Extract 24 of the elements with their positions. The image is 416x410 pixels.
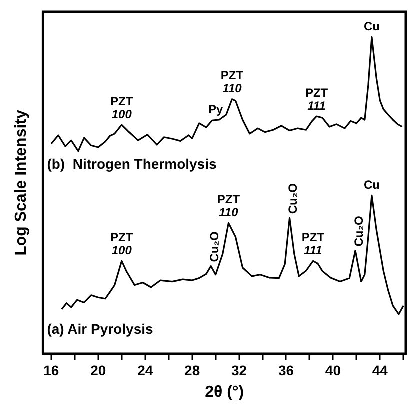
annotation: Cu — [364, 178, 380, 192]
annotation: Cu — [364, 20, 380, 34]
annotation: Cu₂O — [207, 232, 222, 262]
x-tick-label: 16 — [44, 362, 60, 378]
annotation: PZT 110 — [220, 68, 244, 96]
annotation: Py — [208, 102, 224, 116]
y-axis-title: Log Scale Intensity — [13, 110, 30, 256]
x-tick-label: 32 — [231, 362, 248, 378]
x-tick-label: 40 — [325, 362, 342, 378]
x-tick-label: 28 — [184, 362, 200, 378]
annotation: Cu₂O — [286, 183, 300, 214]
annotation: PZT 111 — [305, 86, 329, 113]
annotation: PZT 110 — [217, 192, 241, 220]
annotation: PZT 100 — [110, 94, 134, 122]
x-tick-label: 44 — [372, 362, 388, 378]
annotation: PZT 111 — [302, 230, 326, 258]
annotation: PZT 100 — [110, 230, 134, 258]
annotation: Cu₂O — [352, 216, 366, 247]
series-label: (b) Nitrogen Thermolysis — [47, 156, 217, 172]
x-tick-label: 20 — [90, 362, 106, 378]
series-label: (a) Air Pyrolysis — [47, 321, 154, 338]
x-axis-title: 2θ (°) — [205, 384, 244, 401]
x-tick-label: 24 — [138, 362, 154, 378]
x-tick-label: 36 — [278, 362, 294, 378]
